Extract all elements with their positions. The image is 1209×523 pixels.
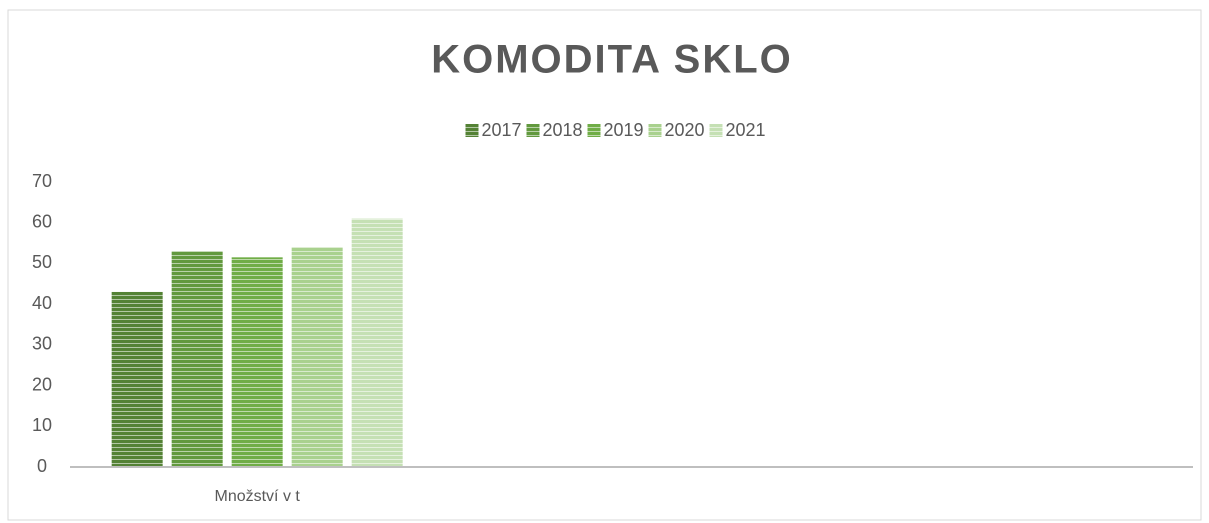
legend-swatch — [648, 124, 662, 137]
bar — [111, 291, 163, 467]
bar — [351, 218, 403, 467]
y-tick-label: 60 — [32, 211, 52, 231]
legend-label: 2018 — [543, 120, 583, 140]
y-tick-label: 70 — [32, 171, 52, 191]
bar — [171, 251, 223, 467]
x-tick-label: Množství v t — [214, 488, 300, 505]
y-tick-label: 30 — [32, 334, 52, 354]
legend-label: 2020 — [665, 120, 705, 140]
legend-label: 2021 — [726, 120, 766, 140]
bar — [291, 247, 343, 467]
legend-swatch — [526, 124, 540, 137]
legend-label: 2017 — [482, 120, 522, 140]
legend-swatch — [709, 124, 723, 137]
y-tick-label: 20 — [32, 374, 52, 394]
y-tick-label: 10 — [32, 415, 52, 435]
legend-swatch — [465, 124, 479, 137]
legend-swatch — [587, 124, 601, 137]
legend-label: 2019 — [604, 120, 644, 140]
y-tick-label: 50 — [32, 252, 52, 272]
y-tick-label: 40 — [32, 293, 52, 313]
chart-title: KOMODITA SKLO — [431, 38, 793, 82]
y-tick-label: 0 — [37, 456, 47, 476]
bar — [231, 257, 283, 467]
